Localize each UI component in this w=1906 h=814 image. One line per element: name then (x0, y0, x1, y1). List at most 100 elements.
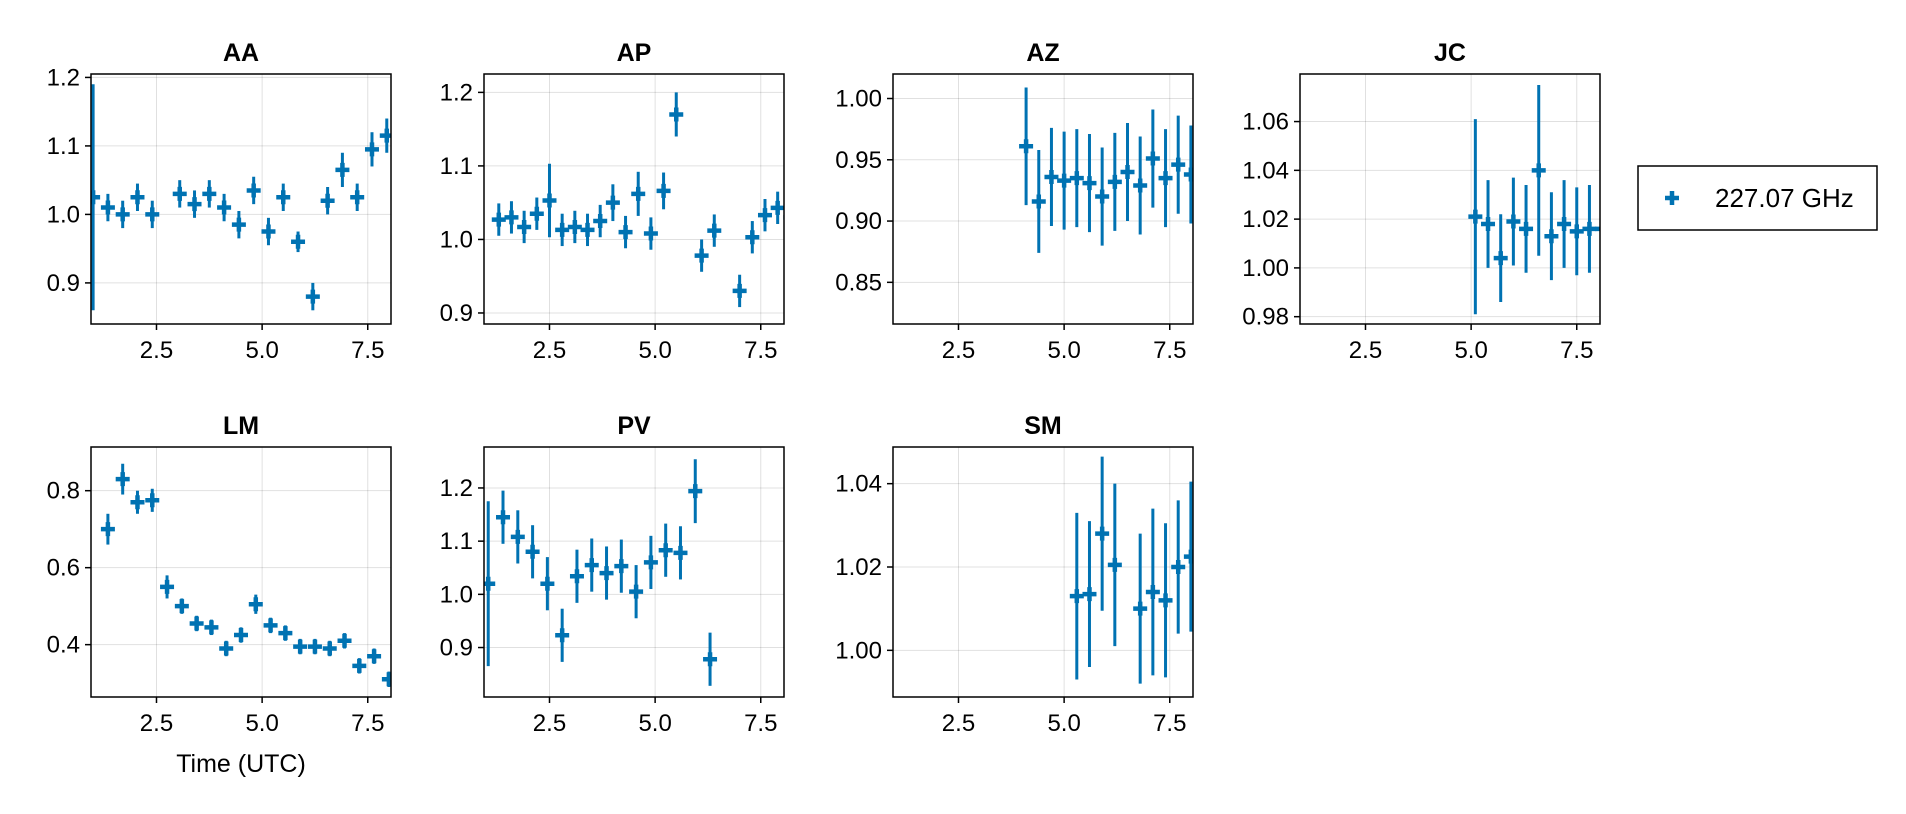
data-point (276, 190, 291, 205)
y-tick-label: 0.95 (835, 147, 882, 174)
y-tick-label: 1.1 (440, 528, 473, 555)
data-point (426, 630, 440, 644)
data-point (320, 193, 335, 208)
data-point (439, 204, 453, 218)
data-point (411, 626, 425, 640)
data-point (100, 522, 115, 537)
data-point (174, 599, 189, 614)
x-tick-label: 5.0 (638, 337, 671, 364)
data-point (1019, 139, 1034, 154)
x-tick-label: 2.5 (140, 337, 173, 364)
data-point (1158, 171, 1173, 186)
data-point (567, 219, 582, 234)
data-point (658, 543, 673, 558)
data-point (694, 248, 709, 263)
data-point (517, 219, 532, 234)
x-tick-label: 2.5 (533, 710, 566, 737)
data-point (130, 190, 145, 205)
data-point (381, 672, 391, 687)
data-point (1171, 157, 1186, 172)
x-tick-label: 7.5 (1560, 337, 1593, 364)
data-point (219, 641, 234, 656)
data-point (1493, 251, 1508, 266)
data-point (555, 628, 570, 643)
y-tick-label: 0.90 (835, 208, 882, 235)
data-point (1620, 212, 1634, 226)
data-point (352, 658, 367, 673)
data-point (656, 183, 671, 198)
data-point (1120, 165, 1135, 180)
data-point (278, 626, 293, 641)
y-tick-label: 1.0 (440, 581, 473, 608)
data-point (160, 579, 175, 594)
data-point (130, 495, 145, 510)
data-point (510, 529, 525, 544)
legend: 227.07 GHz (1637, 165, 1878, 231)
data-point (1082, 176, 1097, 191)
data-point (1608, 222, 1622, 236)
y-tick-label: 1.02 (1242, 206, 1289, 233)
data-point (234, 628, 248, 643)
y-tick-label: 1.1 (47, 133, 80, 160)
plot-frame (1299, 73, 1601, 325)
data-point (217, 200, 232, 215)
data-point (703, 652, 718, 667)
plot-frame (483, 73, 785, 325)
data-point (115, 207, 130, 222)
data-point (1544, 229, 1559, 244)
data-point (599, 566, 614, 581)
data-point (540, 576, 555, 591)
data-point (1057, 173, 1072, 188)
data-point (1519, 221, 1534, 236)
data-point (631, 186, 646, 201)
x-tick-label: 7.5 (744, 710, 777, 737)
data-point (614, 559, 629, 574)
data-point (1171, 560, 1186, 574)
y-tick-label: 1.04 (1242, 157, 1289, 184)
panel-title: AZ (1026, 39, 1059, 67)
data-point (1531, 163, 1546, 178)
plot-frame (483, 446, 785, 698)
x-tick-label: 2.5 (533, 337, 566, 364)
data-point (145, 207, 160, 222)
data-point (618, 225, 633, 240)
data-point (605, 195, 620, 210)
y-tick-label: 1.2 (440, 475, 473, 502)
y-tick-label: 1.0 (440, 226, 473, 253)
x-tick-label: 5.0 (1454, 337, 1487, 364)
data-point (525, 544, 540, 559)
data-point (1095, 189, 1110, 204)
data-point (367, 649, 382, 664)
x-axis-label: Time (UTC) (176, 750, 306, 778)
panel-pv: 2.5 5.0 7.5 0.9 1.0 1.1 1.2 PV (440, 412, 785, 737)
data-point (707, 223, 722, 238)
data-series (491, 92, 784, 308)
legend-marker (1665, 191, 1679, 205)
x-tick-label: 5.0 (1047, 337, 1080, 364)
data-point (187, 197, 202, 212)
x-tick-label: 2.5 (1349, 337, 1382, 364)
panel-title: LM (223, 412, 259, 440)
data-point (293, 639, 308, 654)
data-point (542, 193, 557, 208)
data-point (337, 633, 352, 648)
data-point (1069, 171, 1084, 186)
data-point (580, 222, 595, 237)
y-tick-label: 1.2 (47, 64, 80, 91)
data-series (1069, 456, 1193, 684)
data-point (291, 234, 306, 249)
x-tick-label: 2.5 (942, 710, 975, 737)
data-point (1095, 526, 1110, 541)
data-point (555, 222, 570, 237)
y-tick-label: 0.8 (47, 478, 80, 505)
data-series (484, 459, 718, 686)
data-point (424, 218, 438, 232)
data-point (1069, 589, 1084, 604)
panel-title: JC (1434, 39, 1466, 67)
data-point (307, 639, 322, 654)
data-point (379, 128, 391, 143)
data-point (335, 162, 350, 177)
data-point (584, 558, 599, 573)
data-point (593, 214, 608, 229)
y-tick-label: 1.00 (1242, 255, 1289, 282)
